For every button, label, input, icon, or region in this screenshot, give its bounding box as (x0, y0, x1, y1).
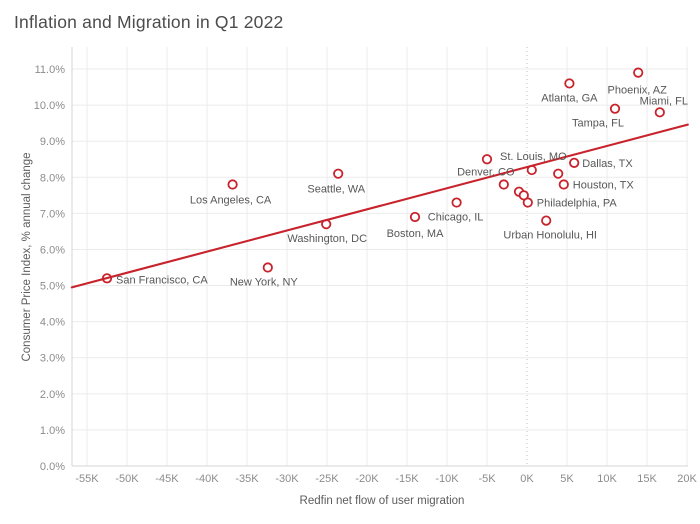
x-tick-label: 5K (560, 473, 574, 485)
data-point-label: Dallas, TX (582, 158, 633, 170)
x-tick-label: -35K (235, 473, 259, 485)
x-tick-label: -40K (195, 473, 219, 485)
x-tick-label: -30K (275, 473, 299, 485)
gridlines (72, 47, 688, 467)
data-point[interactable] (451, 197, 462, 208)
y-tick-label: 11.0% (35, 64, 66, 76)
y-tick-label: 4.0% (40, 317, 65, 329)
x-tick-label: -10K (435, 473, 459, 485)
x-tick-label: 0K (520, 473, 534, 485)
data-point-label: New York, NY (230, 277, 299, 289)
x-tick-label: -20K (355, 473, 379, 485)
data-point-label: Seattle, WA (307, 184, 365, 196)
y-tick-label: 0.0% (40, 461, 65, 473)
axis-rules (71, 47, 688, 467)
data-point-label: St. Louis, MO (500, 151, 567, 163)
data-point-label: Philadelphia, PA (537, 198, 618, 210)
x-tick-label: -55K (75, 473, 99, 485)
y-tick-label: 2.0% (40, 389, 65, 401)
data-point[interactable] (654, 107, 665, 118)
y-tick-label: 10.0% (34, 100, 65, 112)
trend-line[interactable] (70, 123, 689, 289)
data-point[interactable] (541, 215, 552, 226)
x-tick-label: -25K (315, 473, 339, 485)
tick-labels: 0.0% 1.0% 2.0% 3.0% 4.0% 5.0% 6.0% 7.0% 8.0% 9.0%… (34, 64, 698, 485)
chart-title: Inflation and Migration in Q1 2022 (14, 12, 284, 32)
y-tick-label: 6.0% (40, 244, 65, 256)
x-tick-label: -15K (395, 473, 419, 485)
y-tick-label: 7.0% (40, 208, 65, 220)
y-tick-label: 9.0% (40, 136, 65, 148)
x-axis-title: Redfin net flow of user migration (300, 495, 465, 507)
data-point[interactable] (409, 211, 421, 223)
y-tick-label: 3.0% (40, 353, 65, 365)
y-tick-label: 5.0% (40, 281, 65, 293)
x-tick-label: -45K (155, 473, 179, 485)
x-tick-label: 15K (637, 473, 657, 485)
x-tick-label: 10K (597, 473, 617, 485)
data-point-label: Miami, FL (640, 95, 688, 107)
y-tick-label: 8.0% (40, 172, 65, 184)
data-point-label: Tampa, FL (572, 118, 624, 130)
data-point[interactable] (227, 179, 238, 190)
data-point[interactable] (569, 157, 580, 168)
data-point-label: Boston, MA (387, 228, 445, 240)
data-point[interactable] (333, 168, 344, 179)
y-tick-label: 1.0% (40, 425, 65, 437)
data-point-label: San Francisco, CA (116, 274, 208, 286)
data-point-label: Houston, TX (573, 179, 635, 191)
data-point-label: Urban Honolulu, HI (503, 230, 597, 242)
scatter-marks (101, 67, 665, 284)
data-point[interactable] (609, 103, 621, 114)
data-point[interactable] (564, 78, 575, 89)
data-point[interactable] (262, 262, 273, 273)
data-point-label: Washington, DC (287, 233, 367, 245)
x-tick-label: -50K (115, 473, 139, 485)
data-point-label: Chicago, IL (428, 212, 484, 224)
x-tick-label: -5K (478, 473, 496, 485)
data-point[interactable] (553, 168, 564, 179)
data-point[interactable] (481, 154, 493, 165)
data-point-label: Atlanta, GA (541, 92, 598, 104)
data-point[interactable] (518, 190, 529, 201)
data-point[interactable] (498, 179, 509, 190)
data-point-label: Los Angeles, CA (190, 194, 272, 206)
x-tick-label: 20K (677, 473, 697, 485)
mark-labels: San Francisco, CA New York, NY Los Angeles… (116, 85, 688, 289)
data-point-label: Denver, CO (457, 166, 515, 178)
data-point[interactable] (633, 67, 644, 78)
trend-line-group (70, 123, 689, 289)
data-point[interactable] (558, 179, 569, 190)
data-point-label: Phoenix, AZ (608, 85, 668, 97)
y-axis-title: Consumer Price Index, % annual change (21, 152, 33, 361)
